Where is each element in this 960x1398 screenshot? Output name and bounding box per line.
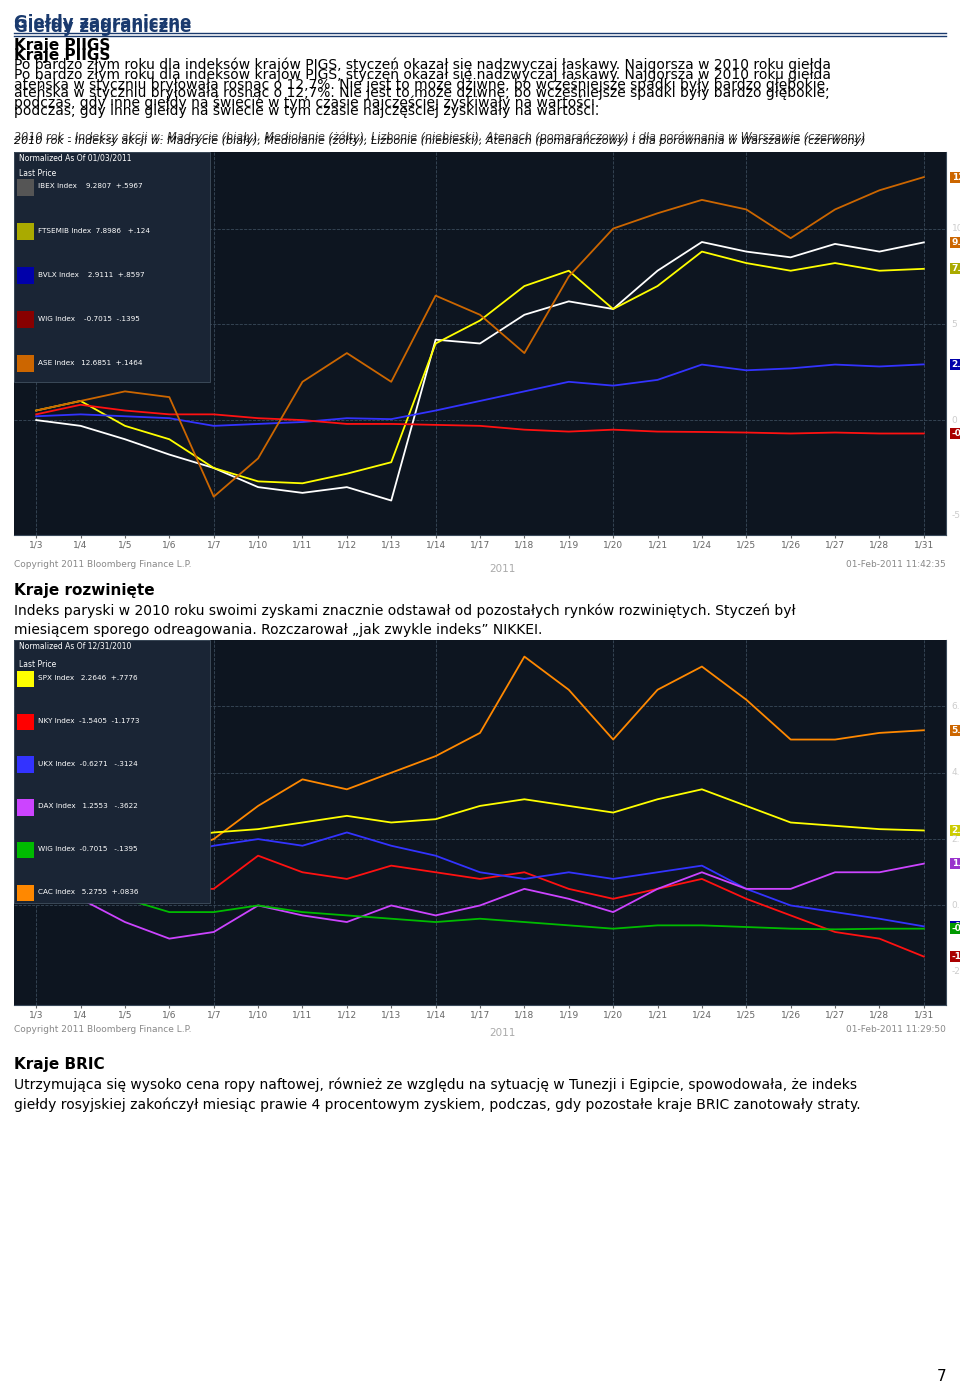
Text: Po bardzo złym roku dla indeksów krajów PIGS, styczeń okazał się nadzwyczaj łask: Po bardzo złym roku dla indeksów krajów … [14,57,831,73]
Text: BVLX Index    2.9111  +.8597: BVLX Index 2.9111 +.8597 [38,271,145,278]
FancyBboxPatch shape [16,355,34,372]
Text: ASE Index   12.6851  +.1464: ASE Index 12.6851 +.1464 [38,359,143,366]
Text: Last Price: Last Price [18,660,56,670]
Text: UKX Index  -0.6271   -.3124: UKX Index -0.6271 -.3124 [38,761,138,766]
Text: ateńska w styczniu bryłowała rosnąc o 12,7%. Nie jest to może dziwne, bo wcześni: ateńska w styczniu bryłowała rosnąc o 12… [14,87,829,101]
FancyBboxPatch shape [16,179,34,196]
Text: Indeksy S&P500 (żółty), DAX(liliowy), WIG(zielony), Nikkei225 (czerwony), CAC40 : Indeksy S&P500 (żółty), DAX(liliowy), WI… [14,651,687,661]
Text: Copyright 2011 Bloomberg Finance L.P.: Copyright 2011 Bloomberg Finance L.P. [14,1025,191,1035]
FancyBboxPatch shape [16,756,34,773]
Text: WIG Index  -0.7015   -.1395: WIG Index -0.7015 -.1395 [38,846,138,853]
Text: miesiącem sporego odreagowania. Rozczarował „jak zwykle indeks” NIKKEI.: miesiącem sporego odreagowania. Rozczaro… [14,624,542,637]
Text: 10: 10 [951,224,960,233]
FancyBboxPatch shape [16,222,34,240]
Text: Utrzymująca się wysoko cena ropy naftowej, również ze względu na sytuację w Tune: Utrzymująca się wysoko cena ropy naftowe… [14,1076,857,1092]
Text: 2.9111: 2.9111 [951,359,960,369]
Text: Kraje PIIGS: Kraje PIIGS [14,48,110,63]
Text: 2011: 2011 [489,563,516,573]
Text: 0.00: 0.00 [951,900,960,910]
Text: 1.2553: 1.2553 [951,860,960,868]
FancyBboxPatch shape [16,671,34,688]
Text: CAC Index   5.2755  +.0836: CAC Index 5.2755 +.0836 [38,889,139,895]
Text: 9.2807: 9.2807 [951,238,960,247]
Text: -2.00: -2.00 [951,967,960,976]
FancyBboxPatch shape [16,714,34,730]
FancyBboxPatch shape [16,310,34,329]
Text: 7.8986: 7.8986 [951,264,960,274]
Text: SPX Index   2.2646  +.7776: SPX Index 2.2646 +.7776 [38,675,138,681]
Text: podczas, gdy inne giełdy na świecie w tym czasie najczęściej zyskiwały na wartoś: podczas, gdy inne giełdy na świecie w ty… [14,103,599,119]
Text: 01-Feb-2011 11:42:35: 01-Feb-2011 11:42:35 [847,559,946,569]
Text: podczas, gdy inne giełdy na świecie w tym czasie najczęściej zyskiwały na wartoś: podczas, gdy inne giełdy na świecie w ty… [14,96,599,110]
Text: 2010 rok - Indeksy akcji w: Madrycie (biały), Mediolanie (żółty), Lizbonie (nieb: 2010 rok - Indeksy akcji w: Madrycie (bi… [14,131,866,143]
FancyBboxPatch shape [14,640,209,903]
Text: 2.2646: 2.2646 [951,826,960,835]
Text: 01-Feb-2011 11:29:50: 01-Feb-2011 11:29:50 [846,1025,946,1035]
Text: NKY Index  -1.5405  -1.1773: NKY Index -1.5405 -1.1773 [38,719,140,724]
FancyBboxPatch shape [16,842,34,858]
Text: 2.00: 2.00 [951,835,960,843]
Text: -0.7015: -0.7015 [951,924,960,934]
Text: 2011: 2011 [489,1028,516,1039]
FancyBboxPatch shape [16,267,34,284]
Text: 5.2755: 5.2755 [951,726,960,735]
Text: ateńska w styczniu bryłowała rosnąc o 12,7%. Nie jest to może dziwne, bo wcześni: ateńska w styczniu bryłowała rosnąc o 12… [14,77,829,91]
Text: -5: -5 [951,512,960,520]
Text: Copyright 2011 Bloomberg Finance L.P.: Copyright 2011 Bloomberg Finance L.P. [14,559,191,569]
FancyBboxPatch shape [16,885,34,900]
Text: -0.6271: -0.6271 [951,921,960,931]
Text: 6.00: 6.00 [951,702,960,710]
Text: 5: 5 [951,320,957,329]
Text: 2010 rok - Indeksy akcji w: Madrycie (biały), Mediolanie (żółty), Lizbonie (nieb: 2010 rok - Indeksy akcji w: Madrycie (bi… [14,136,866,147]
Text: -1.5405: -1.5405 [951,952,960,960]
Text: Giełdy zagraniczne: Giełdy zagraniczne [14,18,191,36]
Text: 7: 7 [936,1369,946,1384]
FancyBboxPatch shape [14,152,209,382]
Text: Po bardzo złym roku dla indeksów krajów PIGS, styczeń okazał się nadzwyczaj łask: Po bardzo złym roku dla indeksów krajów … [14,69,831,82]
Text: DAX Index   1.2553   -.3622: DAX Index 1.2553 -.3622 [38,804,138,809]
Text: IBEX Index    9.2807  +.5967: IBEX Index 9.2807 +.5967 [38,183,143,190]
Text: Normalized As Of 01/03/2011: Normalized As Of 01/03/2011 [18,154,132,164]
Text: Kraje PIIGS: Kraje PIIGS [14,38,110,53]
Text: Last Price: Last Price [18,169,56,178]
Text: FTSEMIB Index  7.8986   +.124: FTSEMIB Index 7.8986 +.124 [38,228,150,233]
Text: Normalized As Of 12/31/2010: Normalized As Of 12/31/2010 [18,642,131,651]
Text: Kraje BRIC: Kraje BRIC [14,1057,105,1072]
Text: 12.6851: 12.6851 [951,172,960,182]
Text: Kraje rozwinięte: Kraje rozwinięte [14,583,155,598]
FancyBboxPatch shape [16,800,34,815]
Text: Giełdy zagraniczne: Giełdy zagraniczne [14,14,191,32]
Text: WIG Index    -0.7015  -.1395: WIG Index -0.7015 -.1395 [38,316,140,322]
Text: 4.00: 4.00 [951,769,960,777]
Text: 0: 0 [951,415,957,425]
Text: -0.7015: -0.7015 [951,429,960,438]
Text: giełdy rosyjskiej zakończył miesiąc prawie 4 procentowym zyskiem, podczas, gdy p: giełdy rosyjskiej zakończył miesiąc praw… [14,1097,860,1111]
Text: Indeks paryski w 2010 roku swoimi zyskami znacznie odstawał od pozostałych rynkó: Indeks paryski w 2010 roku swoimi zyskam… [14,603,796,618]
